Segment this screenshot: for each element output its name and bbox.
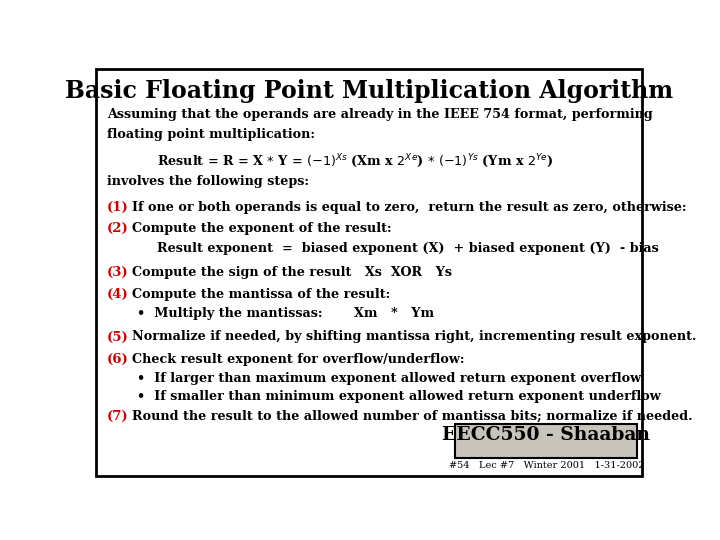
Text: Result exponent  =  biased exponent (X)  + biased exponent (Y)  - bias: Result exponent = biased exponent (X) + …	[157, 242, 659, 255]
Text: Compute the exponent of the result:: Compute the exponent of the result:	[132, 222, 392, 235]
Text: (1): (1)	[107, 201, 128, 214]
Text: (3): (3)	[107, 266, 128, 279]
Text: (6): (6)	[107, 353, 128, 366]
Text: #54   Lec #7   Winter 2001   1-31-2002: #54 Lec #7 Winter 2001 1-31-2002	[449, 461, 644, 470]
Text: Check result exponent for overflow/underflow:: Check result exponent for overflow/under…	[132, 353, 464, 366]
Text: Round the result to the allowed number of mantissa bits; normalize if needed.: Round the result to the allowed number o…	[132, 410, 693, 423]
Text: •  If smaller than minimum exponent allowed return exponent underflow: • If smaller than minimum exponent allow…	[138, 390, 661, 403]
Text: Compute the mantissa of the result:: Compute the mantissa of the result:	[132, 288, 390, 301]
Bar	[456, 424, 636, 458]
Text: (5): (5)	[107, 330, 128, 343]
Text: involves the following steps:: involves the following steps:	[107, 175, 309, 188]
Text: Basic Floating Point Multiplication Algorithm: Basic Floating Point Multiplication Algo…	[65, 79, 673, 103]
Text: •  Multiply the mantissas:       Xm   *   Ym: • Multiply the mantissas: Xm * Ym	[138, 307, 435, 320]
Text: (7): (7)	[107, 410, 128, 423]
Text: If one or both operands is equal to zero,  return the result as zero, otherwise:: If one or both operands is equal to zero…	[132, 201, 686, 214]
Text: (2): (2)	[107, 222, 128, 235]
Text: Compute the sign of the result   Xs  XOR   Ys: Compute the sign of the result Xs XOR Ys	[132, 266, 452, 279]
Text: Assuming that the operands are already in the IEEE 754 format, performing: Assuming that the operands are already i…	[107, 109, 652, 122]
Text: •  If larger than maximum exponent allowed return exponent overflow: • If larger than maximum exponent allowe…	[138, 372, 642, 385]
Text: Normalize if needed, by shifting mantissa right, incrementing result exponent.: Normalize if needed, by shifting mantiss…	[132, 330, 696, 343]
Text: (4): (4)	[107, 288, 128, 301]
Text: floating point multiplication:: floating point multiplication:	[107, 128, 315, 141]
Text: Result = R = X $*$ Y = $(-1)^{Xs}$ (Xm x $2^{Xe}$) $*$ $(-1)^{Ys}$ (Ym x $2^{Ye}: Result = R = X $*$ Y = $(-1)^{Xs}$ (Xm x…	[157, 152, 554, 170]
Text: EECC550 - Shaaban: EECC550 - Shaaban	[443, 426, 650, 444]
